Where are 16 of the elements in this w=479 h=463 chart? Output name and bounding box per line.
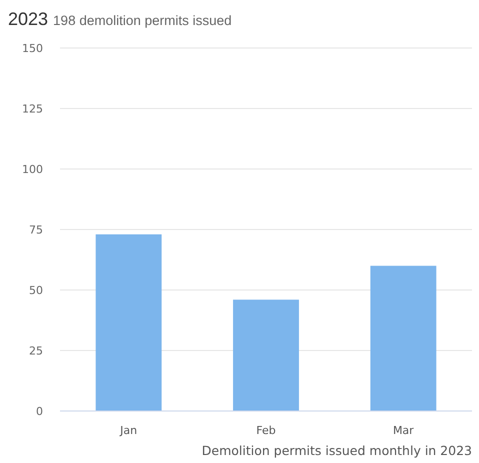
y-tick-label: 125 bbox=[22, 102, 43, 116]
y-tick-label: 150 bbox=[22, 42, 43, 55]
x-tick-label: Feb bbox=[256, 424, 276, 437]
x-axis-title: Demolition permits issued monthly in 2023 bbox=[202, 443, 472, 458]
bar bbox=[370, 266, 436, 411]
bar bbox=[233, 300, 299, 411]
y-tick-label: 75 bbox=[29, 223, 43, 236]
chart-subtitle: 198 demolition permits issued bbox=[53, 13, 232, 28]
x-tick-label: Jan bbox=[119, 424, 138, 437]
bar bbox=[96, 234, 162, 411]
chart-title: 2023 bbox=[8, 9, 48, 29]
y-tick-label: 50 bbox=[29, 284, 43, 297]
y-tick-label: 25 bbox=[29, 344, 43, 358]
y-tick-label: 100 bbox=[22, 162, 43, 176]
y-tick-label: 0 bbox=[36, 404, 43, 418]
x-tick-label: Mar bbox=[392, 424, 414, 437]
